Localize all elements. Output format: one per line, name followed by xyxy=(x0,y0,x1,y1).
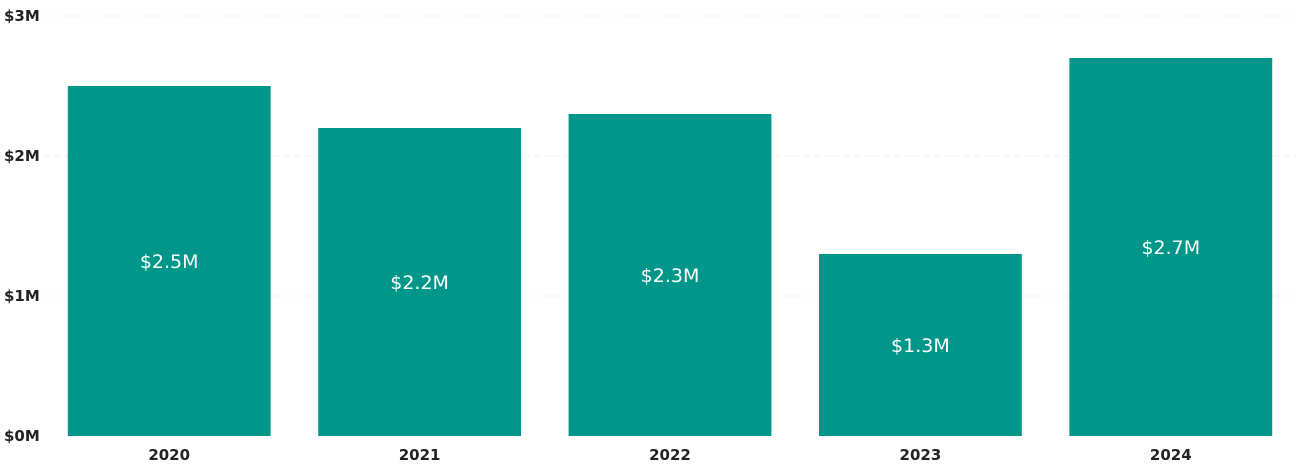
data-label: $1.3M xyxy=(891,335,950,357)
x-category-label: 2021 xyxy=(399,446,441,464)
bars xyxy=(67,58,1273,436)
data-label: $2.5M xyxy=(140,251,199,273)
data-label: $2.7M xyxy=(1141,237,1200,259)
bar-2023 xyxy=(818,254,1022,436)
data-label: $2.2M xyxy=(390,272,449,294)
x-axis-category-labels: 2020 2021 2022 2023 2024 xyxy=(148,446,1191,464)
data-labels: $2.5M $2.2M $2.3M $1.3M $2.7M xyxy=(140,237,1200,357)
y-tick-label: $0M xyxy=(4,427,40,445)
x-category-label: 2022 xyxy=(649,446,691,464)
y-tick-label: $3M xyxy=(4,7,40,25)
x-category-label: 2024 xyxy=(1150,446,1192,464)
bar-2021 xyxy=(318,128,522,436)
x-category-label: 2023 xyxy=(900,446,942,464)
bar-2022 xyxy=(568,114,772,436)
bar-2020 xyxy=(67,86,271,436)
x-category-label: 2020 xyxy=(148,446,190,464)
y-axis-tick-labels: $0M $1M $2M $3M xyxy=(4,7,40,445)
y-tick-label: $1M xyxy=(4,287,40,305)
y-tick-label: $2M xyxy=(4,147,40,165)
data-label: $2.3M xyxy=(641,265,700,287)
bar-2024 xyxy=(1069,58,1273,436)
